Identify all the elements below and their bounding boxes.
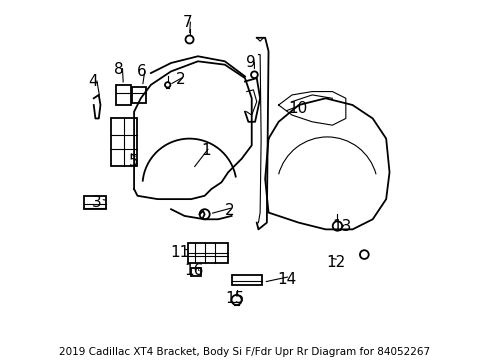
Text: 10: 10 bbox=[289, 101, 308, 116]
Text: 2: 2 bbox=[176, 72, 186, 87]
Text: 16: 16 bbox=[184, 263, 203, 278]
FancyBboxPatch shape bbox=[111, 118, 137, 166]
Text: 5: 5 bbox=[129, 154, 139, 169]
Text: 13: 13 bbox=[333, 219, 352, 234]
Text: 14: 14 bbox=[277, 272, 296, 287]
Text: 7: 7 bbox=[182, 15, 192, 30]
Text: 15: 15 bbox=[225, 291, 245, 306]
FancyBboxPatch shape bbox=[116, 85, 131, 105]
Text: 1: 1 bbox=[201, 143, 211, 158]
Text: 3: 3 bbox=[92, 195, 102, 210]
Text: 4: 4 bbox=[88, 74, 98, 89]
FancyBboxPatch shape bbox=[188, 243, 228, 263]
Text: 2: 2 bbox=[225, 203, 235, 219]
FancyBboxPatch shape bbox=[84, 196, 105, 209]
Text: 11: 11 bbox=[170, 246, 189, 260]
FancyBboxPatch shape bbox=[191, 268, 201, 276]
FancyBboxPatch shape bbox=[132, 86, 146, 103]
Text: 6: 6 bbox=[137, 64, 147, 79]
Text: 2019 Cadillac XT4 Bracket, Body Si F/Fdr Upr Rr Diagram for 84052267: 2019 Cadillac XT4 Bracket, Body Si F/Fdr… bbox=[59, 347, 431, 357]
Text: 9: 9 bbox=[246, 55, 256, 71]
FancyBboxPatch shape bbox=[232, 275, 262, 285]
Text: 8: 8 bbox=[114, 62, 124, 77]
Text: 12: 12 bbox=[326, 256, 345, 270]
